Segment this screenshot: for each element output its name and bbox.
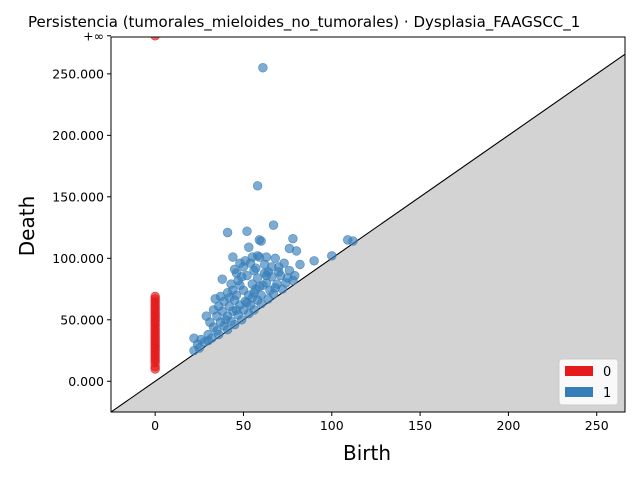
point-dim-1	[242, 226, 252, 236]
x-tick-label: 50	[236, 418, 252, 433]
point-dim-1	[258, 63, 268, 73]
legend-swatch	[565, 366, 593, 376]
below-diagonal-region	[111, 54, 625, 412]
plot-area	[110, 36, 626, 413]
point-dim-1	[247, 292, 258, 303]
point-dim-1	[222, 227, 233, 238]
y-tick-label: 150.000	[52, 189, 104, 204]
x-tick-label: 150	[408, 418, 432, 433]
legend-swatch	[565, 387, 593, 397]
y-axis: 0.000 50.000 100.000 150.000 200.000 250.000 +…	[52, 28, 111, 389]
legend-label: 0	[603, 365, 611, 380]
point-dim-1	[270, 283, 280, 293]
point-dim-1	[348, 236, 358, 246]
x-tick-label: 250	[585, 418, 609, 433]
point-dim-1	[254, 252, 265, 262]
point-dim-1	[295, 259, 305, 270]
y-axis-label: Death	[15, 196, 39, 256]
point-dim-0	[150, 364, 160, 374]
point-dim-1	[240, 256, 250, 266]
y-tick-label: 0.000	[68, 374, 104, 389]
point-dim-1	[228, 252, 238, 262]
point-dim-1	[256, 299, 266, 309]
x-axis-label: Birth	[343, 441, 391, 465]
point-dim-1	[268, 220, 279, 230]
x-tick-label: 100	[320, 418, 344, 433]
y-tick-label: 200.000	[52, 128, 104, 143]
point-dim-1	[233, 275, 243, 286]
x-tick-label: 0	[151, 418, 159, 433]
point-dim-1	[229, 264, 240, 275]
point-dim-1	[222, 324, 233, 335]
point-dim-1	[252, 181, 263, 191]
point-dim-1	[194, 343, 205, 353]
y-tick-label: 250.000	[52, 66, 104, 81]
point-dim-1	[254, 281, 265, 292]
y-tick-label: 50.000	[60, 312, 104, 327]
point-dim-1	[288, 233, 298, 244]
infinity-tick-label: +∞	[83, 28, 104, 43]
point-dim-1	[256, 236, 266, 246]
point-dim-1	[221, 315, 231, 325]
x-tick-label: 200	[496, 418, 520, 433]
point-dim-1	[237, 315, 247, 325]
point-dim-1	[282, 273, 293, 283]
plot-frame	[110, 36, 626, 413]
point-dim-1	[274, 262, 284, 272]
plot-inner	[111, 37, 625, 412]
chart-title: Persistencia (tumorales_mieloides_no_tum…	[28, 13, 580, 32]
y-tick-label: 100.000	[52, 251, 104, 266]
point-dim-1	[203, 335, 213, 346]
point-dim-1	[270, 253, 280, 264]
point-dim-1	[263, 294, 273, 304]
legend: 01	[558, 358, 619, 406]
point-dim-1	[244, 308, 254, 319]
point-dim-1	[327, 251, 337, 261]
legend-label: 1	[603, 386, 611, 401]
point-dim-1	[231, 305, 242, 315]
point-dim-1	[229, 320, 240, 330]
point-dim-1	[251, 263, 261, 273]
point-dim-1	[244, 242, 254, 252]
point-dim-0	[150, 37, 160, 41]
x-axis: 0 50 100 150 200 250	[151, 412, 609, 433]
point-dim-1	[217, 274, 227, 284]
point-dim-1	[261, 270, 272, 281]
point-dim-1	[291, 246, 302, 256]
point-dim-1	[224, 292, 235, 303]
point-dim-1	[309, 256, 319, 266]
